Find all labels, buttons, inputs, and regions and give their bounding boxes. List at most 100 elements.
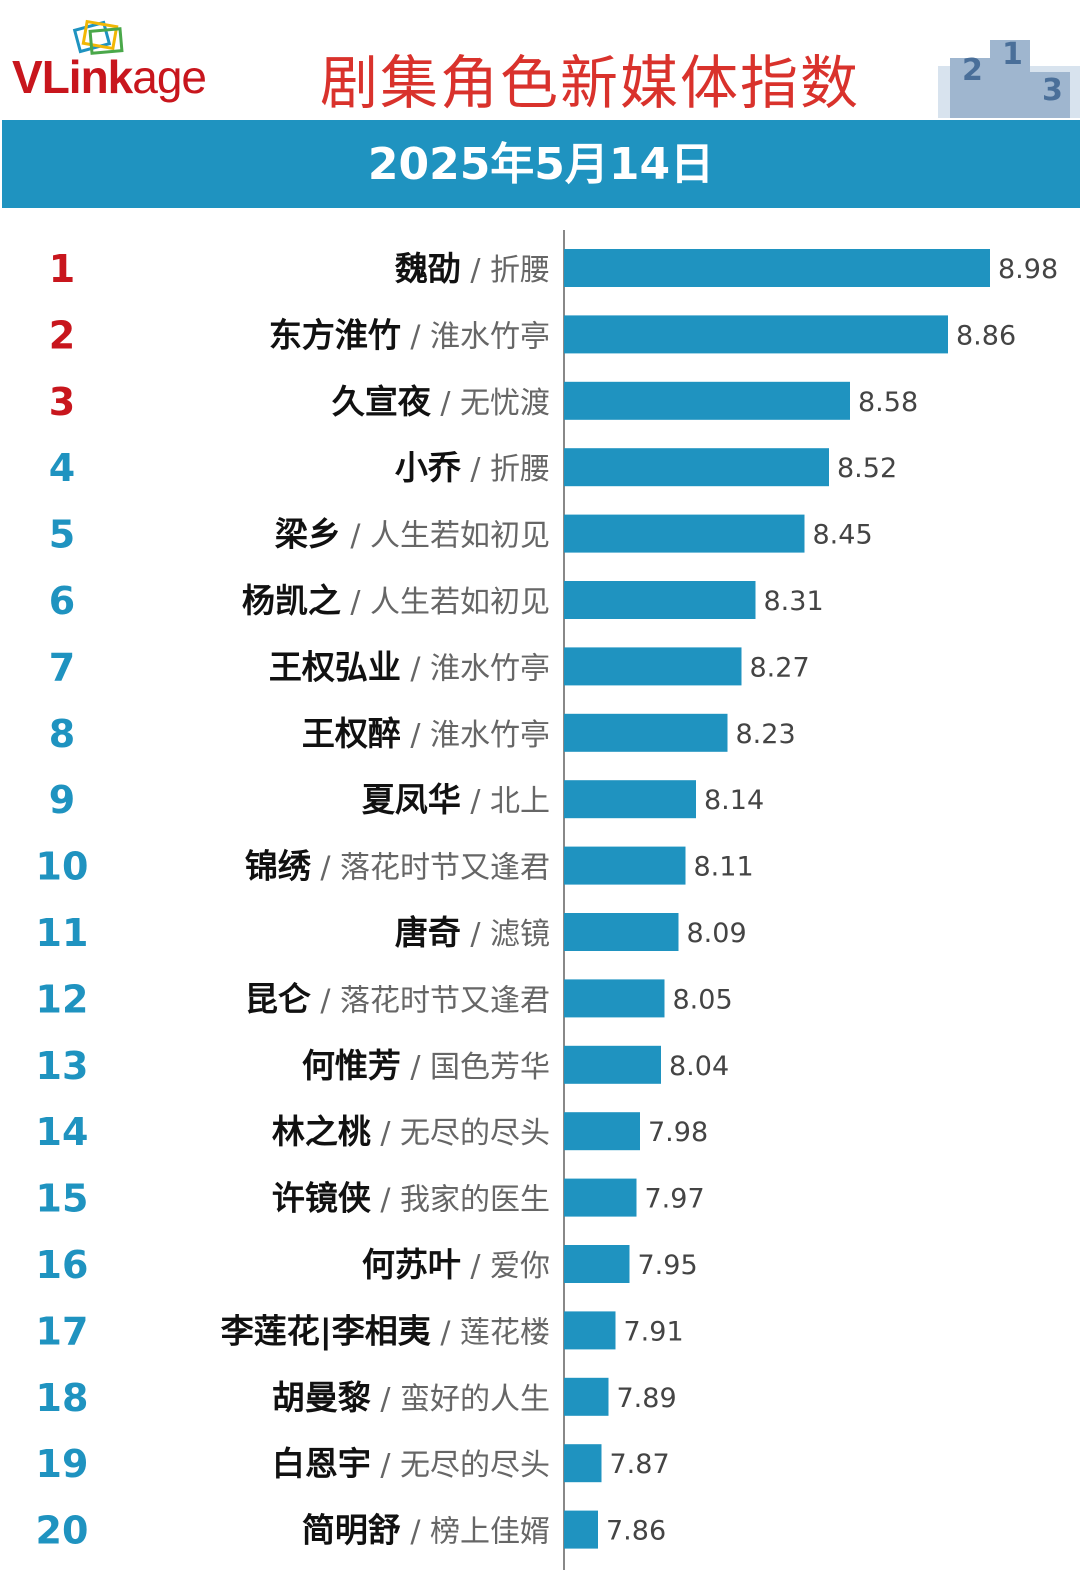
- bar: [564, 1444, 602, 1483]
- podium-label-2: 2: [962, 53, 983, 88]
- row-label: 昆仑 / 落花时节又逢君: [245, 979, 550, 1018]
- character-name: 久宣夜: [332, 382, 432, 421]
- character-name: 唐奇: [395, 913, 461, 952]
- show-title: / 淮水竹亭: [401, 319, 550, 354]
- podium-icon: 2 1 3: [938, 37, 1080, 118]
- character-name: 何苏叶: [362, 1245, 461, 1284]
- rank-label: 7: [49, 645, 75, 689]
- character-name: 林之桃: [272, 1112, 371, 1151]
- rank-label: 4: [49, 446, 75, 490]
- show-title: / 人生若如初见: [341, 519, 550, 554]
- character-name: 锦绣: [245, 847, 312, 886]
- rank-label: 13: [36, 1044, 89, 1088]
- show-title: / 滤镜: [461, 917, 550, 952]
- value-label: 8.98: [998, 254, 1058, 285]
- value-label: 8.23: [736, 719, 796, 750]
- row-label: 李莲花|李相夷 / 莲花楼: [221, 1311, 550, 1350]
- bar: [564, 913, 679, 951]
- show-title: / 榜上佳婿: [401, 1515, 550, 1550]
- row-label: 东方淮竹 / 淮水竹亭: [269, 315, 550, 354]
- character-name: 王权醉: [302, 714, 401, 753]
- row-label: 许镜侠 / 我家的医生: [272, 1179, 550, 1218]
- logo-v: V: [12, 51, 43, 103]
- value-label: 7.98: [648, 1117, 708, 1148]
- row-label: 何惟芳 / 国色芳华: [302, 1046, 550, 1085]
- rank-label: 1: [49, 247, 75, 291]
- value-label: 8.31: [764, 586, 824, 617]
- value-label: 8.09: [687, 918, 747, 949]
- bar: [564, 1510, 598, 1549]
- character-name: 梁乡: [275, 515, 341, 554]
- show-title: / 北上: [461, 784, 550, 819]
- rank-label: 12: [36, 977, 89, 1021]
- show-title: / 落花时节又逢君: [311, 983, 550, 1018]
- row-label: 唐奇 / 滤镜: [395, 913, 550, 952]
- value-label: 7.86: [606, 1516, 666, 1547]
- rank-label: 9: [49, 778, 75, 822]
- row-label: 王权醉 / 淮水竹亭: [302, 714, 550, 753]
- logo-link: Link: [41, 51, 134, 103]
- show-title: / 淮水竹亭: [401, 718, 550, 753]
- bar: [564, 1245, 630, 1283]
- value-label: 7.91: [624, 1316, 684, 1347]
- character-name: 小乔: [395, 448, 462, 487]
- date-banner: 2025年5月14日: [2, 120, 1080, 208]
- row-label: 杨凯之 / 人生若如初见: [242, 581, 550, 620]
- row-label: 锦绣 / 落花时节又逢君: [245, 847, 550, 886]
- rank-label: 11: [36, 911, 89, 955]
- show-title: / 爱你: [461, 1249, 550, 1284]
- rank-label: 20: [36, 1509, 89, 1553]
- bar: [564, 647, 742, 686]
- value-label: 8.14: [704, 785, 764, 816]
- row-label: 白恩宇 / 无尽的尽头: [272, 1444, 550, 1483]
- show-title: / 折腰: [461, 253, 550, 288]
- chart-rows: 1 魏劭 / 折腰 8.98 2 东方淮竹 / 淮水竹亭 8.86 3 久宣夜 / 无忧渡 8.…: [36, 247, 1059, 1553]
- value-label: 7.89: [617, 1383, 677, 1414]
- vlinkage-logo: VLinkage: [12, 19, 242, 103]
- bar: [564, 1045, 661, 1084]
- show-title: / 国色芳华: [401, 1050, 550, 1085]
- bar: [564, 1112, 640, 1151]
- show-title: / 折腰: [461, 452, 550, 487]
- row-label: 夏凤华 / 北上: [362, 780, 550, 819]
- header: VLinkage 剧集角色新媒体指数 2 1 3: [0, 0, 1080, 118]
- rank-label: 6: [49, 579, 75, 623]
- row-label: 胡曼黎 / 蛮好的人生: [272, 1378, 550, 1417]
- bar: [564, 1311, 616, 1350]
- row-label: 林之桃 / 无尽的尽头: [272, 1112, 550, 1151]
- rank-label: 17: [36, 1309, 89, 1353]
- show-title: / 人生若如初见: [341, 585, 550, 620]
- value-label: 8.52: [837, 453, 897, 484]
- bar: [564, 846, 686, 885]
- character-name: 魏劭: [395, 249, 461, 288]
- logo-squares-icon: [72, 19, 124, 55]
- bar: [564, 315, 948, 354]
- rank-label: 10: [36, 845, 89, 889]
- bar: [564, 514, 805, 553]
- show-title: / 蛮好的人生: [371, 1382, 550, 1417]
- rank-label: 2: [49, 313, 75, 357]
- value-label: 7.97: [645, 1184, 705, 1215]
- bar: [564, 448, 829, 487]
- character-name: 许镜侠: [272, 1179, 372, 1218]
- ranking-bar-chart: 1 魏劭 / 折腰 8.98 2 东方淮竹 / 淮水竹亭 8.86 3 久宣夜 / 无忧渡 8.…: [36, 230, 1059, 1570]
- rank-label: 19: [36, 1442, 89, 1486]
- row-label: 梁乡 / 人生若如初见: [275, 515, 550, 554]
- rank-label: 16: [36, 1243, 89, 1287]
- bar: [564, 581, 756, 619]
- show-title: / 我家的医生: [371, 1183, 550, 1218]
- bar: [564, 713, 728, 752]
- character-name: 白恩宇: [272, 1444, 371, 1483]
- value-label: 8.11: [694, 852, 754, 883]
- rank-label: 5: [49, 513, 75, 557]
- bar: [564, 381, 850, 420]
- show-title: / 无忧渡: [431, 386, 550, 421]
- character-name: 杨凯之: [242, 581, 341, 620]
- bar: [564, 249, 990, 287]
- podium-label-1: 1: [1002, 37, 1023, 72]
- page-title: 剧集角色新媒体指数: [320, 49, 861, 117]
- character-name: 夏凤华: [362, 780, 461, 819]
- value-label: 8.58: [858, 387, 918, 418]
- logo-age: age: [132, 51, 207, 103]
- value-label: 8.86: [956, 320, 1016, 351]
